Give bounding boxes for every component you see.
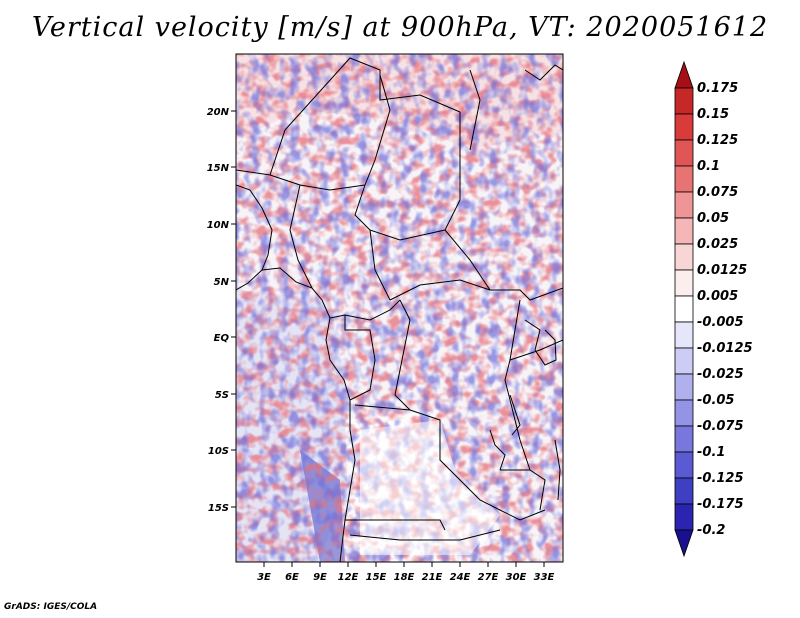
colorbar-swatch xyxy=(674,425,694,453)
colorbar-label: 0.05 xyxy=(697,211,729,226)
colorbar-swatch xyxy=(674,295,694,323)
lat-tick-label: EQ xyxy=(214,333,230,344)
colorbar-swatch xyxy=(674,60,694,89)
colorbar-label: -0.1 xyxy=(697,445,725,460)
velocity-field xyxy=(236,54,563,562)
colorbar-swatch xyxy=(674,113,694,141)
colorbar-label: -0.075 xyxy=(697,419,744,434)
lat-tick-label: 15N xyxy=(207,163,230,174)
map-frame xyxy=(235,53,564,563)
colorbar-label: 0.175 xyxy=(697,81,738,96)
colorbar-swatch xyxy=(674,529,694,558)
colorbar-label: 0.1 xyxy=(697,159,720,174)
axis-ticks xyxy=(231,110,545,567)
colorbar-label: 0.125 xyxy=(697,133,738,148)
colorbar-swatch xyxy=(674,87,694,115)
colorbar-label: -0.005 xyxy=(697,315,744,330)
colorbar-swatch xyxy=(674,503,694,531)
lon-tick-label: 33E xyxy=(534,572,555,583)
colorbar-swatch xyxy=(674,399,694,427)
lon-tick-label: 24E xyxy=(450,572,471,583)
chart-title: Vertical velocity [m/s] at 900hPa, VT: 2… xyxy=(31,12,769,43)
lon-tick-label: 12E xyxy=(338,572,359,583)
colorbar-swatch xyxy=(674,373,694,401)
colorbar-swatch xyxy=(674,191,694,219)
lon-tick-label: 6E xyxy=(285,572,299,583)
lon-tick-label: 15E xyxy=(366,572,387,583)
lat-tick-label: 10N xyxy=(207,220,230,231)
colorbar-label: 0.075 xyxy=(697,185,738,200)
colorbar-swatch xyxy=(674,321,694,349)
lon-tick-label: 21E xyxy=(422,572,443,583)
lon-tick-label: 27E xyxy=(478,572,499,583)
colorbar-label: 0.0125 xyxy=(697,263,747,278)
lat-tick-label: 15S xyxy=(208,503,229,514)
colorbar-label: -0.2 xyxy=(697,523,725,538)
colorbar-label: 0.15 xyxy=(697,107,729,122)
colorbar: 0.175 0.15 0.125 0.1 0.075 0.05 0.025 0.0125 0.0… xyxy=(674,60,753,558)
lon-tick-label: 18E xyxy=(394,572,415,583)
lon-tick-label: 9E xyxy=(313,572,327,583)
credit-text: GrADS: IGES/COLA xyxy=(4,602,98,612)
colorbar-label: 0.005 xyxy=(697,289,738,304)
colorbar-label: 0.025 xyxy=(697,237,738,252)
colorbar-swatch xyxy=(674,165,694,193)
lat-tick-label: 10S xyxy=(208,446,229,457)
country-borders xyxy=(236,57,563,562)
lon-tick-label: 30E xyxy=(506,572,527,583)
lat-tick-label: 5S xyxy=(215,390,229,401)
colorbar-label: -0.125 xyxy=(697,471,744,486)
colorbar-label: -0.0125 xyxy=(697,341,753,356)
colorbar-swatch xyxy=(674,477,694,505)
colorbar-swatch xyxy=(674,243,694,271)
colorbar-swatch xyxy=(674,269,694,297)
colorbar-swatch xyxy=(674,451,694,479)
colorbar-label: -0.025 xyxy=(697,367,744,382)
colorbar-label: -0.05 xyxy=(697,393,734,408)
lat-tick-label: 5N xyxy=(214,277,230,288)
colorbar-swatch xyxy=(674,217,694,245)
colorbar-swatch xyxy=(674,139,694,167)
lat-tick-label: 20N xyxy=(207,107,230,118)
lon-tick-label: 3E xyxy=(257,572,271,583)
colorbar-label: -0.175 xyxy=(697,497,744,512)
colorbar-swatch xyxy=(674,347,694,375)
